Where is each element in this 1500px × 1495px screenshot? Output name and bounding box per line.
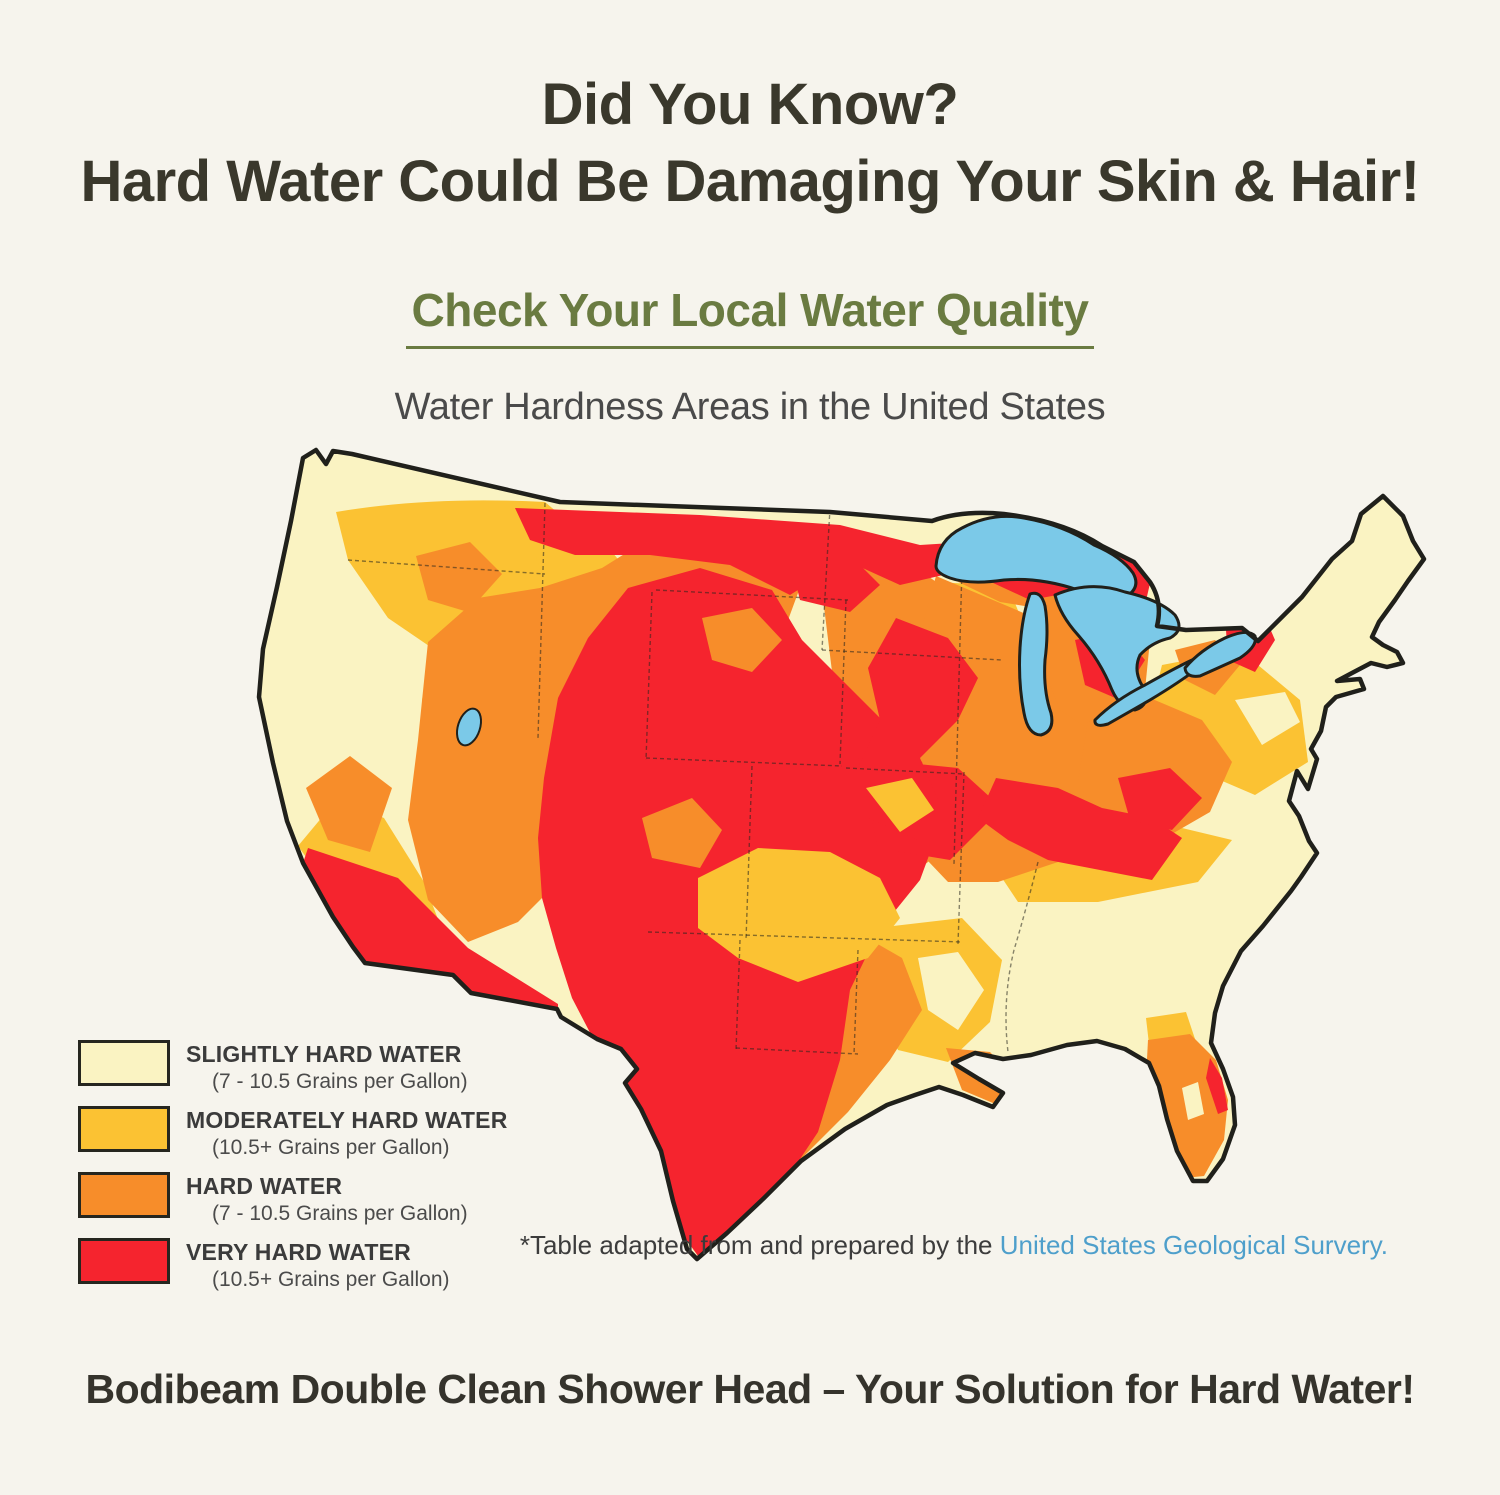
product-headline: Bodibeam Double Clean Shower Head – Your… (85, 1366, 1415, 1412)
lake-ontario (1183, 631, 1257, 678)
legend-item-very-hard: VERY HARD WATER (10.5+ Grains per Gallon… (78, 1238, 508, 1292)
legend-swatch-moderately-hard (78, 1106, 170, 1152)
lake-michigan (1018, 591, 1054, 737)
footer-wrap: Bodibeam Double Clean Shower Head – Your… (0, 1366, 1500, 1413)
legend-swatch-very-hard (78, 1238, 170, 1284)
map-caption-wrap: Water Hardness Areas in the United State… (0, 386, 1500, 429)
subtitle-wrap: Check Your Local Water Quality (0, 283, 1500, 349)
usgs-link[interactable]: United States Geological Survery. (999, 1230, 1388, 1260)
legend-sublabel: (7 - 10.5 Grains per Gallon) (212, 1202, 468, 1225)
us-outline (256, 447, 1427, 1262)
legend-sublabel: (10.5+ Grains per Gallon) (212, 1136, 450, 1159)
lake-superior (934, 514, 1138, 600)
legend-item-moderately-hard: MODERATELY HARD WATER (10.5+ Grains per … (78, 1106, 508, 1160)
legend-label: MODERATELY HARD WATER (186, 1107, 508, 1133)
check-water-quality-link[interactable]: Check Your Local Water Quality (405, 283, 1095, 349)
legend-label: SLIGHTLY HARD WATER (186, 1041, 462, 1067)
legend-item-hard: HARD WATER (7 - 10.5 Grains per Gallon) (78, 1172, 508, 1226)
lake-huron (1053, 585, 1181, 712)
legend-sublabel: (7 - 10.5 Grains per Gallon) (212, 1070, 468, 1093)
legend-label: VERY HARD WATER (186, 1239, 411, 1265)
legend-item-slightly-hard: SLIGHTLY HARD WATER (7 - 10.5 Grains per… (78, 1040, 508, 1094)
map-caption: Water Hardness Areas in the United State… (394, 386, 1106, 428)
legend-label: HARD WATER (186, 1173, 343, 1199)
map-legend: SLIGHTLY HARD WATER (7 - 10.5 Grains per… (78, 1040, 508, 1304)
headline-line-2: Hard Water Could Be Damaging Your Skin &… (80, 149, 1420, 214)
usa-water-hardness-map (256, 447, 1427, 1262)
source-footnote: *Table adapted from and prepared by the … (520, 1230, 1388, 1261)
state-borders (347, 502, 1039, 1055)
headline-line-1: Did You Know? (541, 72, 959, 137)
legend-sublabel: (10.5+ Grains per Gallon) (212, 1268, 450, 1291)
footnote-text: *Table adapted from and prepared by the (519, 1230, 1000, 1260)
legend-swatch-hard (78, 1172, 170, 1218)
lakes (456, 514, 1257, 747)
headline-block: Did You Know? Hard Water Could Be Damagi… (0, 66, 1500, 220)
great-salt-lake (456, 707, 482, 747)
legend-swatch-slightly-hard (78, 1040, 170, 1086)
